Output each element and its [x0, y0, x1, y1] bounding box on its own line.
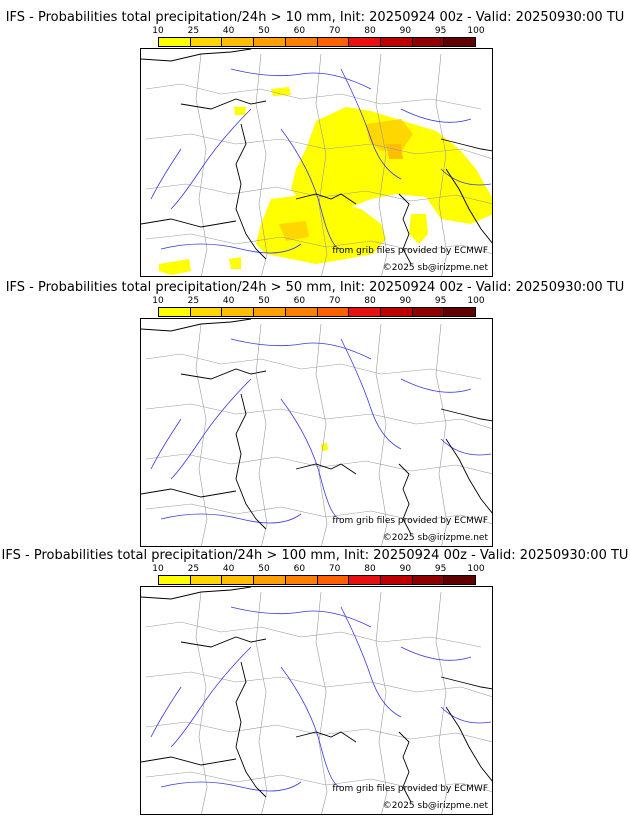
colorbar-tick-label: 95 [434, 26, 447, 36]
coastline [141, 587, 492, 803]
colorbar-swatch [412, 308, 445, 316]
rivers [150, 338, 492, 524]
precip-area [159, 87, 492, 275]
colorbar-swatch [222, 576, 255, 584]
map-frame: from grib files provided by ECMWF ©2025 … [140, 318, 493, 547]
credit-source: from grib files provided by ECMWF [332, 246, 488, 256]
colorbar-tick-label: 80 [364, 296, 376, 306]
credit-copyright: ©2025 sb@irizpme.net [382, 263, 488, 273]
colorbar-swatch [159, 308, 191, 316]
colorbar-tick-label: 10 [152, 26, 164, 36]
colorbar-swatch [349, 576, 381, 584]
colorbar-tick-label: 70 [328, 564, 341, 574]
map-canvas [141, 49, 492, 276]
coastline [141, 49, 492, 265]
colorbar-swatch [285, 38, 318, 46]
colorbar-tick-label: 90 [399, 564, 412, 574]
colorbar-swatch [444, 308, 476, 316]
panel-title: IFS - Probabilities total precipitation/… [5, 280, 625, 295]
colorbar-tick-label: 100 [467, 296, 485, 306]
colorbar-swatch [254, 576, 286, 584]
map-panel-10mm: IFS - Probabilities total precipitation/… [0, 10, 630, 278]
colorbar [158, 37, 476, 47]
credit-copyright: ©2025 sb@irizpme.net [382, 801, 488, 811]
colorbar-swatch [254, 308, 286, 316]
colorbar-tick-label: 100 [467, 26, 485, 36]
admin-borders [145, 591, 492, 814]
colorbar-tick-label: 10 [152, 564, 164, 574]
colorbar-swatch [317, 308, 350, 316]
colorbar-tick-label: 25 [187, 296, 200, 306]
colorbar-swatch [380, 38, 413, 46]
precip-area [321, 443, 328, 451]
map-panel-100mm: IFS - Probabilities total precipitation/… [0, 548, 630, 816]
colorbar-tick-label: 10 [152, 296, 164, 306]
map-canvas [141, 587, 492, 814]
colorbar-swatch [285, 308, 318, 316]
colorbar-swatch [317, 38, 350, 46]
colorbar-tick-label: 50 [258, 564, 270, 574]
colorbar-swatch [444, 38, 476, 46]
colorbar-swatch [285, 576, 318, 584]
map-panel-50mm: IFS - Probabilities total precipitation/… [0, 280, 630, 548]
colorbar-tick-label: 90 [399, 26, 412, 36]
coastline [141, 319, 492, 535]
colorbar-tick-label: 95 [434, 296, 447, 306]
map-canvas [141, 319, 492, 546]
colorbar-swatch [222, 308, 255, 316]
colorbar-swatch [380, 308, 413, 316]
colorbar [158, 575, 476, 585]
colorbar-swatch [159, 38, 191, 46]
colorbar-swatch [190, 576, 223, 584]
colorbar-labels: 10 25 40 50 60 70 80 90 95 100 [152, 26, 484, 36]
colorbar-swatch [380, 576, 413, 584]
colorbar-labels: 10 25 40 50 60 70 80 90 95 100 [152, 296, 484, 306]
colorbar-swatch [444, 576, 476, 584]
colorbar-tick-label: 70 [328, 296, 341, 306]
colorbar-tick-label: 40 [222, 26, 235, 36]
colorbar-swatch [190, 38, 223, 46]
colorbar-labels: 10 25 40 50 60 70 80 90 95 100 [152, 564, 484, 574]
admin-borders [145, 53, 492, 276]
colorbar-tick-label: 60 [293, 296, 306, 306]
colorbar-tick-label: 80 [364, 564, 376, 574]
map-frame: from grib files provided by ECMWF ©2025 … [140, 48, 493, 277]
credit-copyright: ©2025 sb@irizpme.net [382, 533, 488, 543]
colorbar-swatch [412, 38, 445, 46]
colorbar-swatch [317, 576, 350, 584]
rivers [150, 68, 492, 254]
colorbar-tick-label: 60 [293, 26, 306, 36]
colorbar-tick-label: 50 [258, 26, 270, 36]
panel-title: IFS - Probabilities total precipitation/… [1, 548, 629, 563]
colorbar-swatch [349, 308, 381, 316]
colorbar [158, 307, 476, 317]
map-frame: from grib files provided by ECMWF ©2025 … [140, 586, 493, 815]
colorbar-swatch [190, 308, 223, 316]
credit-source: from grib files provided by ECMWF [332, 784, 488, 794]
colorbar-tick-label: 40 [222, 564, 235, 574]
colorbar-tick-label: 70 [328, 26, 341, 36]
colorbar-tick-label: 25 [187, 564, 200, 574]
colorbar-tick-label: 90 [399, 296, 412, 306]
colorbar-tick-label: 25 [187, 26, 200, 36]
colorbar-tick-label: 40 [222, 296, 235, 306]
colorbar-swatch [222, 38, 255, 46]
colorbar-tick-label: 95 [434, 564, 447, 574]
colorbar-swatch [349, 38, 381, 46]
rivers [150, 606, 492, 792]
colorbar-swatch [254, 38, 286, 46]
colorbar-tick-label: 50 [258, 296, 270, 306]
colorbar-swatch [159, 576, 191, 584]
admin-borders [145, 323, 492, 546]
credit-source: from grib files provided by ECMWF [332, 516, 488, 526]
colorbar-swatch [412, 576, 445, 584]
colorbar-tick-label: 60 [293, 564, 306, 574]
panel-title: IFS - Probabilities total precipitation/… [5, 10, 625, 25]
colorbar-tick-label: 80 [364, 26, 376, 36]
colorbar-tick-label: 100 [467, 564, 485, 574]
